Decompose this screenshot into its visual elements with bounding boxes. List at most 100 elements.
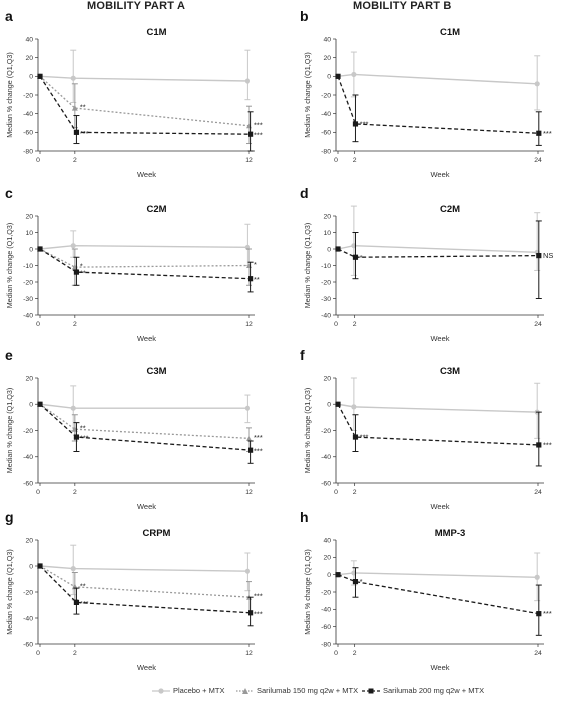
x-axis-label: Week <box>137 334 156 343</box>
legend-label: Sarilumab 150 mg q2w + MTX <box>257 686 359 695</box>
series <box>335 552 541 602</box>
series <box>335 567 542 636</box>
data-point <box>244 405 250 411</box>
series-line <box>337 244 538 253</box>
x-tick-label: 24 <box>534 489 542 496</box>
series <box>335 220 542 299</box>
y-tick-label: 20 <box>323 555 331 562</box>
data-point <box>248 447 254 453</box>
data-point <box>335 401 341 407</box>
y-tick-label: 40 <box>25 36 33 43</box>
y-tick-label: -40 <box>321 454 331 461</box>
data-point <box>37 246 43 252</box>
panel-letter: e <box>5 347 13 363</box>
series <box>37 49 251 103</box>
data-point <box>351 71 357 78</box>
series-line <box>337 574 539 615</box>
x-axis-label: Week <box>137 663 156 672</box>
series-line <box>337 403 539 446</box>
y-tick-label: -60 <box>23 641 33 648</box>
series <box>37 385 251 431</box>
series-line <box>337 76 539 134</box>
x-axis-label: Week <box>430 502 449 511</box>
series <box>37 73 252 145</box>
legend-item-placebo: Placebo + MTX <box>152 686 224 695</box>
significance-label: ** <box>80 424 86 433</box>
y-tick-label: 0 <box>327 246 331 253</box>
y-tick-label: 0 <box>327 572 331 579</box>
significance-label: * <box>80 262 83 271</box>
data-point <box>37 73 43 79</box>
series-line <box>337 572 538 578</box>
panel-letter: f <box>300 347 305 363</box>
data-point <box>536 442 542 448</box>
y-axis-label: Median % change (Q1,Q3) <box>5 388 14 474</box>
significance-label: *** <box>543 129 552 138</box>
series <box>37 223 251 266</box>
x-tick-label: 12 <box>245 489 253 496</box>
panel-title: C3M <box>146 366 166 377</box>
series <box>335 401 542 467</box>
y-tick-label: -30 <box>23 296 33 303</box>
x-tick-label: 0 <box>36 650 40 657</box>
x-tick-label: 0 <box>36 157 40 164</box>
panel-letter: d <box>300 185 309 201</box>
data-point <box>248 131 254 137</box>
y-axis-label: Median % change (Q1,Q3) <box>303 549 312 635</box>
x-tick-label: 0 <box>36 489 40 496</box>
series <box>37 73 254 152</box>
column-title-part-b: MOBILITY PART B <box>353 0 452 12</box>
panel-title: C2M <box>440 204 460 215</box>
y-tick-label: 0 <box>29 74 33 81</box>
x-tick-label: 2 <box>353 650 357 657</box>
significance-label: NS <box>543 251 553 260</box>
data-point <box>37 563 43 569</box>
y-tick-label: 0 <box>29 246 33 253</box>
y-tick-label: -60 <box>321 480 331 487</box>
data-point <box>351 404 357 410</box>
significance-label: *** <box>254 609 263 618</box>
x-axis-label: Week <box>430 663 449 672</box>
y-axis-label: Median % change (Q1,Q3) <box>303 223 312 309</box>
data-point <box>70 75 76 81</box>
data-point <box>37 401 43 407</box>
data-point <box>70 566 76 572</box>
x-tick-label: 2 <box>73 321 77 328</box>
panel-title: MMP-3 <box>435 528 466 539</box>
x-tick-label: 0 <box>334 489 338 496</box>
y-tick-label: 40 <box>323 36 331 43</box>
y-tick-label: -80 <box>321 148 331 155</box>
data-point <box>352 579 359 585</box>
significance-label: *** <box>254 592 263 601</box>
data-point <box>71 105 78 111</box>
data-point <box>335 73 341 79</box>
significance-label: * <box>254 260 257 269</box>
y-axis-label: Median % change (Q1,Q3) <box>5 52 14 138</box>
x-tick-label: 0 <box>334 157 338 164</box>
series-line <box>337 73 538 85</box>
y-tick-label: -20 <box>321 428 331 435</box>
y-tick-label: -20 <box>321 92 331 99</box>
y-tick-label: 20 <box>25 55 33 62</box>
data-point <box>335 572 341 578</box>
y-tick-label: 0 <box>327 402 331 409</box>
panel-letter: b <box>300 8 309 24</box>
data-point <box>536 611 542 617</box>
y-tick-label: -40 <box>23 111 33 118</box>
y-tick-label: 20 <box>323 213 331 220</box>
y-tick-label: -40 <box>23 615 33 622</box>
panel-letter: h <box>300 509 309 525</box>
data-point <box>73 129 80 135</box>
y-tick-label: -20 <box>23 589 33 596</box>
significance-label: ** <box>254 275 260 284</box>
significance-label: *** <box>360 119 369 128</box>
x-tick-label: 12 <box>245 321 253 328</box>
y-tick-label: 0 <box>29 402 33 409</box>
